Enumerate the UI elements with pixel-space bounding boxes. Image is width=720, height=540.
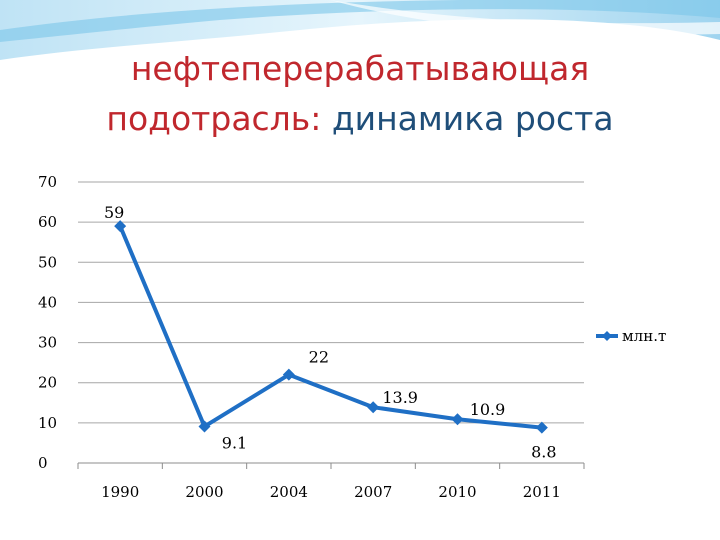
legend-label: млн.т <box>622 327 666 345</box>
x-axis <box>77 462 585 469</box>
x-tick-label: 2011 <box>523 483 561 501</box>
x-tick-label: 2007 <box>354 483 392 501</box>
series-group <box>114 220 548 434</box>
data-label: 8.8 <box>531 443 556 462</box>
data-labels: 59 9.1 22 13.9 10.9 8.8 <box>104 203 557 462</box>
y-tick-label: 40 <box>38 293 57 311</box>
data-point <box>198 420 211 433</box>
slide-title: нефтеперерабатывающая подотрасль: динами… <box>0 44 720 144</box>
y-axis-ticks: 0 10 20 30 40 50 60 70 <box>38 173 57 472</box>
y-tick-label: 20 <box>38 374 57 392</box>
y-tick-label: 70 <box>38 173 57 191</box>
data-label: 9.1 <box>222 433 247 452</box>
x-tick-label: 2000 <box>185 483 223 501</box>
title-line-2-part-1: подотрасль: <box>106 99 332 138</box>
data-label: 13.9 <box>382 388 418 407</box>
x-tick-label: 1990 <box>101 483 139 501</box>
series-line <box>118 225 543 430</box>
x-axis-ticks: 1990 2000 2004 2007 2010 2011 <box>101 483 561 501</box>
y-tick-label: 10 <box>38 414 57 432</box>
data-label: 10.9 <box>470 400 506 419</box>
y-tick-label: 30 <box>38 334 57 352</box>
y-tick-label: 0 <box>38 454 48 472</box>
data-point <box>367 401 380 414</box>
title-line-2-part-2: динамика роста <box>331 99 614 138</box>
title-line-2: подотрасль: динамика роста <box>0 94 720 144</box>
y-tick-label: 60 <box>38 213 57 231</box>
legend-marker <box>602 331 612 341</box>
gridlines <box>78 181 584 424</box>
legend: млн.т <box>596 327 666 345</box>
header-swoosh-decoration <box>0 0 720 60</box>
data-point <box>451 413 464 426</box>
title-line-1: нефтеперерабатывающая <box>130 49 590 88</box>
x-tick-label: 2010 <box>438 483 476 501</box>
data-point <box>535 421 548 434</box>
data-label: 59 <box>104 203 124 222</box>
x-tick-label: 2004 <box>270 483 308 501</box>
data-point <box>114 220 127 233</box>
y-tick-label: 50 <box>38 253 57 271</box>
data-label: 22 <box>309 348 329 367</box>
data-point <box>282 368 295 381</box>
